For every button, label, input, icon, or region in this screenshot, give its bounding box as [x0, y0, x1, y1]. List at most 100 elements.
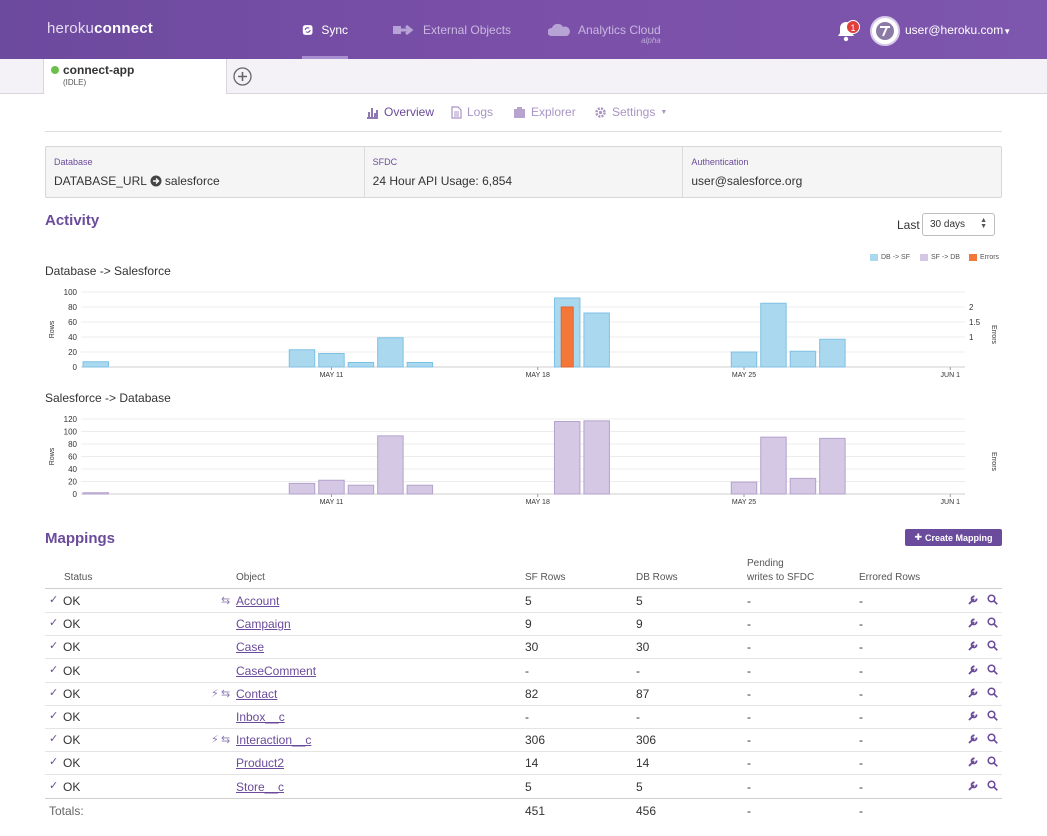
wrench-icon[interactable]	[968, 594, 979, 605]
cloud-icon	[548, 23, 570, 36]
object-link[interactable]: Product2	[236, 756, 285, 771]
wrench-icon[interactable]	[968, 687, 979, 698]
x-tick-label: MAY 18	[526, 499, 550, 506]
nav-sync[interactable]: Sync	[302, 0, 348, 59]
bar	[760, 302, 787, 368]
object-link[interactable]: Account	[236, 594, 280, 608]
table-row: ✓ OK Inbox__c - - - -	[45, 706, 1002, 729]
totals-row: Totals: 451 456 - -	[45, 798, 1002, 820]
sf-rows: 82	[525, 686, 539, 701]
bar	[347, 484, 375, 495]
y-tick-label: 80	[68, 303, 77, 312]
errored-rows: -	[859, 594, 863, 608]
create-mapping-button[interactable]: ✚ Create Mapping	[905, 529, 1002, 546]
app-state: (IDLE)	[63, 78, 87, 87]
bar	[583, 420, 610, 495]
bar	[377, 435, 404, 495]
table-row: ✓ OK CaseComment - - - -	[45, 660, 1002, 683]
errored-rows: -	[859, 779, 863, 794]
wrench-icon[interactable]	[968, 756, 979, 768]
search-icon[interactable]	[987, 756, 998, 768]
x-tick-label: MAY 18	[526, 372, 550, 379]
nav-analytics-cloud[interactable]: Analytics Cloud alpha	[548, 0, 661, 59]
avatar[interactable]	[870, 16, 900, 46]
search-icon[interactable]	[987, 664, 998, 675]
range-select[interactable]: 30 days ▲ ▼	[922, 213, 995, 236]
chart-title-db-to-sf: Database -> Salesforce	[45, 264, 171, 278]
status-dot	[51, 66, 59, 74]
wrench-icon[interactable]	[968, 780, 979, 791]
y-tick-label: 100	[64, 428, 78, 437]
search-icon[interactable]	[987, 640, 998, 652]
user-menu[interactable]: user@heroku.com▼	[905, 23, 1012, 37]
wrench-icon[interactable]	[968, 617, 979, 628]
tab-overview[interactable]: Overview	[366, 104, 434, 120]
table-row: ✓ OK ⇆ Account 5 5 - -	[45, 590, 1002, 613]
bar	[406, 484, 434, 495]
legend-errors: Errors	[969, 254, 999, 261]
bar	[288, 482, 316, 495]
tab-explorer[interactable]: Explorer	[513, 104, 576, 120]
y2-axis-label: Errors	[990, 452, 997, 472]
bar	[819, 338, 846, 368]
object-link[interactable]: CaseComment	[236, 663, 317, 678]
wrench-icon[interactable]	[968, 733, 979, 744]
bar	[318, 479, 345, 495]
legend-db-sf: DB -> SF	[870, 254, 910, 261]
database-info: Database DATABASE_URL salesforce	[46, 147, 365, 197]
object-link[interactable]: Case	[236, 640, 265, 655]
nav-external-objects[interactable]: External Objects	[393, 0, 511, 59]
bar	[730, 351, 758, 368]
caret-down-icon: ▼	[1003, 27, 1012, 36]
sf-rows: 5	[525, 594, 532, 608]
wrench-icon[interactable]	[968, 664, 979, 675]
status-text: OK	[63, 710, 81, 724]
object-link[interactable]: Store__c	[236, 779, 285, 794]
wrench-icon[interactable]	[968, 710, 979, 721]
check-icon: ✓	[49, 756, 59, 769]
table-row: ✓ OK ⚡︎ ⇆ Interaction__c 306 306 - -	[45, 729, 1002, 753]
check-icon: ✓	[49, 663, 59, 676]
object-link[interactable]: Campaign	[236, 617, 291, 632]
bidirectional-sync-icon: ⇆	[221, 595, 231, 607]
tab-settings[interactable]: Settings ▼	[594, 104, 667, 120]
y-axis-label: Rows	[49, 447, 56, 465]
db-rows: 9	[636, 617, 643, 632]
object-link[interactable]: Interaction__c	[236, 733, 312, 748]
tab-logs[interactable]: Logs	[451, 104, 493, 120]
status-text: OK	[63, 594, 81, 608]
search-icon[interactable]	[987, 617, 998, 629]
search-icon[interactable]	[987, 780, 998, 791]
bar	[82, 361, 109, 368]
explorer-icon	[514, 106, 525, 118]
check-icon: ✓	[49, 640, 59, 653]
x-tick-label: MAY 11	[320, 372, 344, 379]
app-tab[interactable]: connect-app (IDLE)	[43, 59, 227, 94]
search-icon[interactable]	[987, 687, 998, 698]
search-icon[interactable]	[987, 710, 998, 721]
y-tick-label: 60	[68, 318, 77, 327]
status-text: OK	[63, 733, 81, 748]
error-bar	[560, 306, 574, 368]
object-link[interactable]: Inbox__c	[236, 710, 285, 724]
errored-rows: -	[859, 756, 863, 771]
pending-writes: -	[747, 617, 751, 632]
errored-rows: -	[859, 710, 863, 724]
authentication-info: Authentication user@salesforce.org	[691, 157, 803, 188]
status-text: OK	[63, 686, 81, 701]
search-icon[interactable]	[987, 733, 998, 745]
table-row: ✓ OK Case 30 30 - -	[45, 636, 1002, 660]
x-tick-label: MAY 25	[732, 372, 756, 379]
table-row: ✓ OK Campaign 9 9 - -	[45, 613, 1002, 637]
brand-logo[interactable]: herokuconnect	[47, 20, 153, 37]
object-link[interactable]: Contact	[236, 686, 278, 701]
wrench-icon[interactable]	[968, 640, 979, 652]
search-icon[interactable]	[987, 594, 998, 605]
divider	[45, 131, 1002, 132]
y-axis-label: Rows	[49, 320, 56, 338]
chart-db-to-sf: 0 20 40 60 80 100 Rows Errors 1 1.5 2 MAY 11 MAY 18 M…	[49, 288, 997, 379]
add-app-icon[interactable]	[233, 67, 252, 86]
check-icon: ✓	[49, 617, 59, 630]
bar	[288, 349, 316, 368]
status-text: OK	[63, 779, 81, 794]
